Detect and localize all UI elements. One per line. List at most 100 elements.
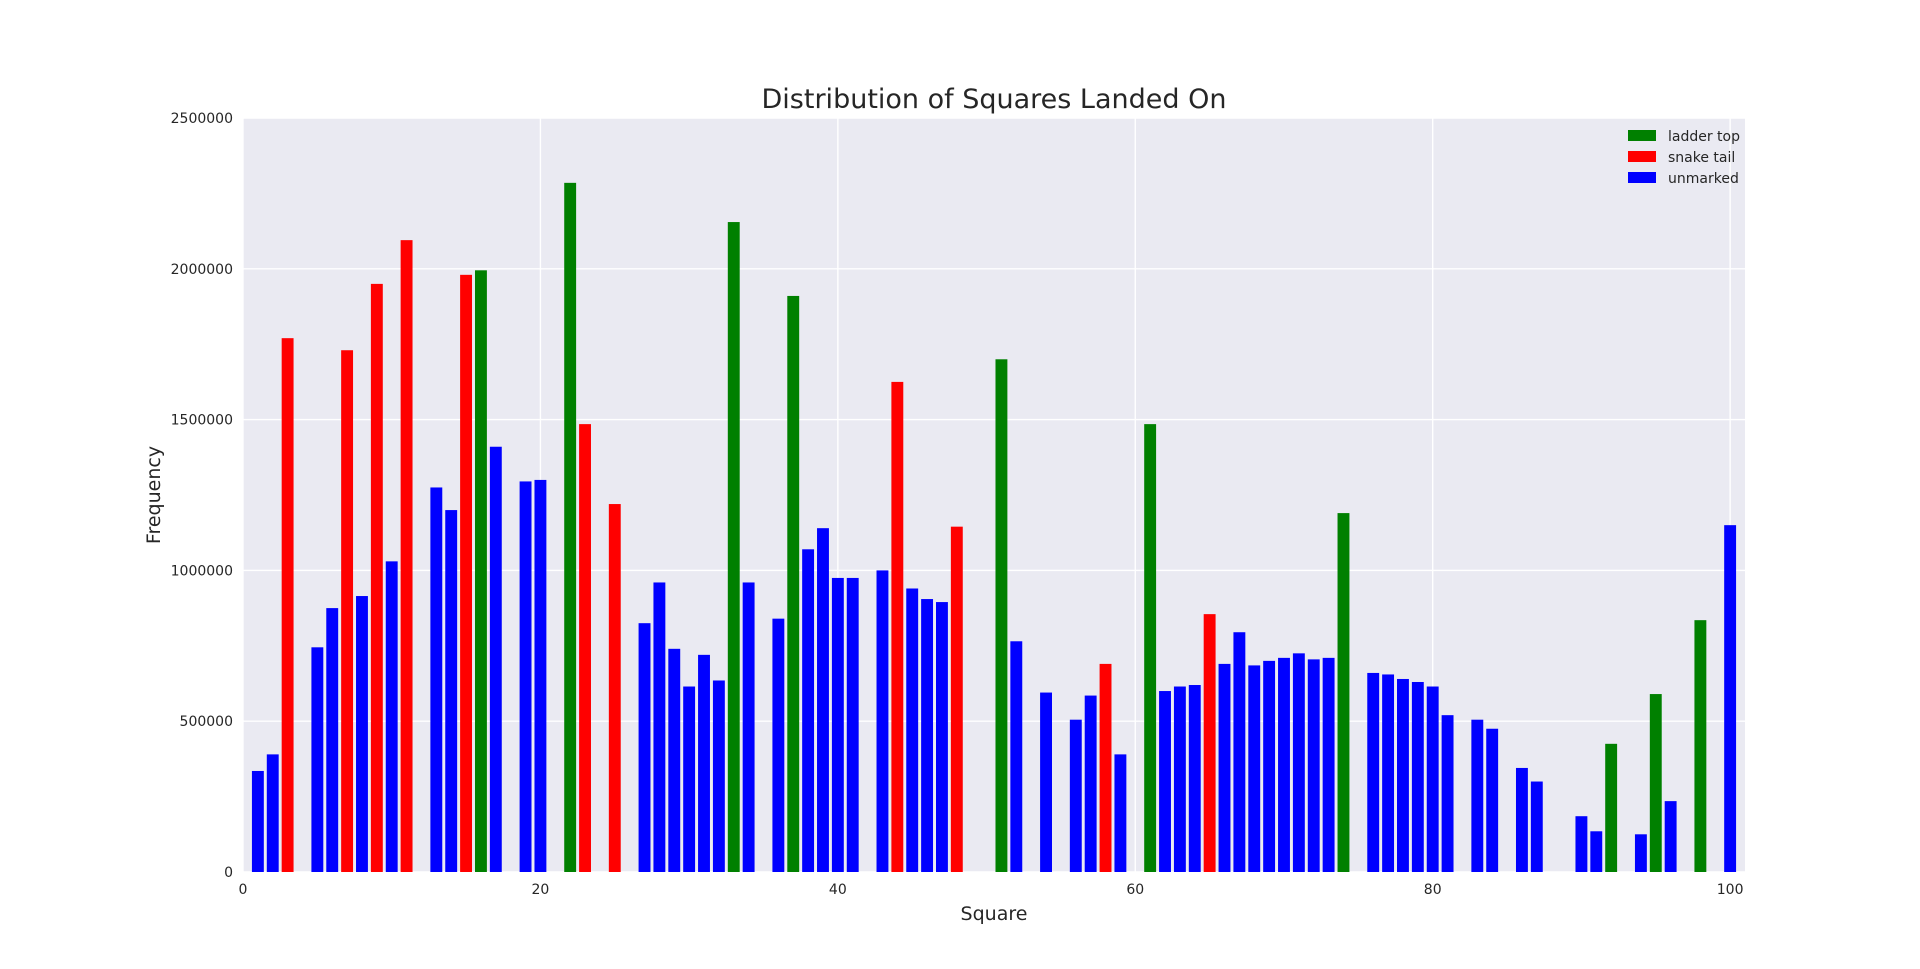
legend-label: snake tail [1668, 150, 1735, 166]
bar-unmarked-square-29 [668, 648, 681, 872]
y-tick-label: 2500000 [171, 111, 233, 127]
legend: ladder top snake tail unmarked [1628, 129, 1740, 187]
x-tick-labels: 0 20 40 60 80 100 [239, 882, 1744, 898]
x-tick-label: 20 [532, 882, 550, 898]
bar-unmarked-square-30 [683, 686, 696, 872]
bar-unmarked-square-68 [1248, 665, 1261, 872]
bar-unmarked-square-56 [1069, 719, 1082, 872]
bar-ladder-top-square-92 [1605, 743, 1618, 872]
bar-ladder-top-square-74 [1337, 513, 1350, 872]
bar-snake-tail-square-7 [341, 350, 354, 872]
bar-unmarked-square-96 [1664, 801, 1677, 872]
legend-swatch-snake-tail [1628, 151, 1656, 162]
y-tick-label: 1500000 [171, 413, 233, 429]
bar-unmarked-square-34 [742, 582, 755, 872]
bar-unmarked-square-20 [534, 479, 547, 872]
bar-snake-tail-square-3 [281, 338, 294, 873]
bar-unmarked-square-38 [802, 549, 815, 872]
x-tick-label: 100 [1717, 882, 1744, 898]
bar-snake-tail-square-23 [579, 424, 591, 872]
bar-unmarked-square-6 [326, 608, 339, 872]
bar-unmarked-square-14 [445, 510, 458, 872]
bar-unmarked-square-64 [1188, 685, 1201, 872]
bar-unmarked-square-43 [876, 570, 889, 872]
bar-ladder-top-square-37 [787, 295, 800, 873]
bar-unmarked-square-47 [936, 602, 948, 872]
bar-unmarked-square-90 [1575, 816, 1588, 872]
y-tick-label: 0 [224, 865, 233, 881]
bar-unmarked-square-45 [906, 588, 919, 872]
bar-unmarked-square-52 [1010, 641, 1023, 872]
legend-label: unmarked [1668, 171, 1739, 187]
bar-unmarked-square-2 [266, 754, 279, 872]
bars-group [251, 182, 1737, 873]
x-tick-label: 0 [239, 882, 248, 898]
bar-unmarked-square-46 [921, 599, 934, 872]
bar-snake-tail-square-11 [400, 240, 413, 872]
x-tick-label: 40 [829, 882, 847, 898]
bar-snake-tail-square-25 [608, 504, 621, 872]
bar-unmarked-square-59 [1114, 754, 1127, 872]
bar-unmarked-square-80 [1426, 686, 1439, 872]
bar-ladder-top-square-51 [995, 359, 1008, 872]
bar-unmarked-square-66 [1218, 663, 1231, 872]
bar-unmarked-square-31 [698, 654, 710, 872]
bar-unmarked-square-62 [1159, 691, 1171, 872]
bar-snake-tail-square-9 [370, 283, 383, 872]
bar-unmarked-square-32 [712, 680, 725, 872]
bar-snake-tail-square-48 [950, 526, 963, 872]
bar-ladder-top-square-22 [564, 182, 577, 872]
bar-ladder-top-square-95 [1649, 694, 1662, 872]
bar-unmarked-square-28 [653, 582, 666, 872]
bar-unmarked-square-91 [1590, 831, 1603, 872]
legend-label: ladder top [1668, 129, 1740, 145]
chart-title: Distribution of Squares Landed On [762, 84, 1227, 115]
bar-unmarked-square-83 [1471, 719, 1484, 872]
bar-ladder-top-square-98 [1694, 620, 1707, 872]
x-tick-label: 80 [1424, 882, 1442, 898]
bar-unmarked-square-100 [1724, 525, 1737, 872]
y-axis-label: Frequency [143, 446, 165, 544]
bar-unmarked-square-17 [489, 446, 502, 872]
bar-unmarked-square-36 [772, 618, 785, 872]
x-axis-label: Square [961, 903, 1028, 925]
bar-unmarked-square-5 [311, 647, 324, 872]
bar-unmarked-square-77 [1382, 674, 1395, 872]
bar-unmarked-square-67 [1233, 632, 1246, 872]
bar-unmarked-square-73 [1322, 657, 1335, 872]
bar-unmarked-square-19 [519, 481, 532, 872]
bar-unmarked-square-63 [1173, 686, 1186, 872]
x-tick-label: 60 [1126, 882, 1144, 898]
bar-unmarked-square-72 [1307, 659, 1320, 872]
bar-unmarked-square-79 [1411, 681, 1424, 872]
bar-unmarked-square-84 [1486, 728, 1499, 872]
bar-unmarked-square-1 [251, 770, 264, 872]
bar-unmarked-square-69 [1263, 660, 1276, 872]
bar-unmarked-square-76 [1367, 672, 1380, 872]
bar-snake-tail-square-44 [891, 381, 904, 872]
bar-unmarked-square-81 [1441, 715, 1454, 872]
bar-unmarked-square-27 [638, 623, 651, 872]
bar-unmarked-square-78 [1397, 678, 1409, 872]
bar-ladder-top-square-61 [1144, 424, 1157, 872]
y-tick-label: 500000 [180, 714, 233, 730]
bar-unmarked-square-54 [1040, 692, 1052, 872]
bar-unmarked-square-13 [430, 487, 443, 872]
bar-snake-tail-square-58 [1099, 663, 1112, 872]
bar-unmarked-square-86 [1515, 767, 1528, 872]
bar-ladder-top-square-33 [727, 222, 740, 872]
bar-snake-tail-square-65 [1203, 614, 1216, 872]
bar-unmarked-square-70 [1278, 657, 1290, 872]
bar-unmarked-square-94 [1634, 834, 1647, 872]
bar-ladder-top-square-16 [474, 270, 487, 873]
bar-unmarked-square-41 [846, 577, 859, 872]
legend-swatch-unmarked [1628, 172, 1656, 183]
y-tick-label: 2000000 [171, 262, 233, 278]
bar-unmarked-square-39 [817, 528, 829, 872]
bar-unmarked-square-40 [831, 577, 844, 872]
bar-unmarked-square-8 [356, 596, 368, 872]
legend-swatch-ladder-top [1628, 130, 1656, 141]
y-tick-labels: 0 500000 1000000 1500000 2000000 2500000 [171, 111, 233, 881]
y-tick-label: 1000000 [171, 563, 233, 579]
